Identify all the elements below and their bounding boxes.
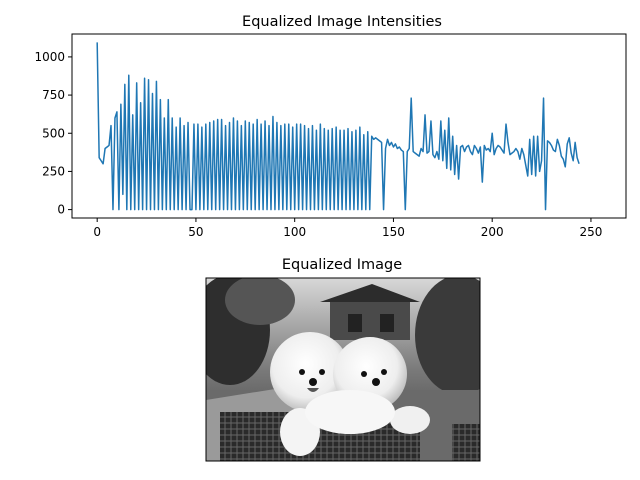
x-tick-label: 100 (283, 225, 306, 239)
y-tick-label: 1000 (34, 50, 65, 64)
y-tick-label: 500 (42, 126, 65, 140)
x-tick-label: 0 (93, 225, 101, 239)
y-tick-label: 0 (57, 203, 65, 217)
x-tick-label: 200 (481, 225, 504, 239)
y-tick-label: 750 (42, 88, 65, 102)
chart-title: Equalized Image Intensities (242, 14, 442, 30)
dog-photo (206, 278, 480, 461)
x-tick-label: 50 (188, 225, 203, 239)
image-frame (205, 277, 481, 462)
x-tick-label: 150 (382, 225, 405, 239)
chart-series (96, 42, 580, 211)
series-line (96, 42, 580, 211)
image-title: Equalized Image (282, 257, 402, 273)
equalized-image-panel: Equalized Image (205, 257, 481, 462)
x-axis: 0 50 100 150 200 250 (93, 218, 602, 239)
y-tick-label: 250 (42, 164, 65, 178)
intensity-chart: Equalized Image Intensities 0 50 100 150 200… (34, 14, 627, 239)
x-tick-label: 250 (579, 225, 602, 239)
y-axis: 0 250 500 750 1000 (34, 50, 72, 217)
